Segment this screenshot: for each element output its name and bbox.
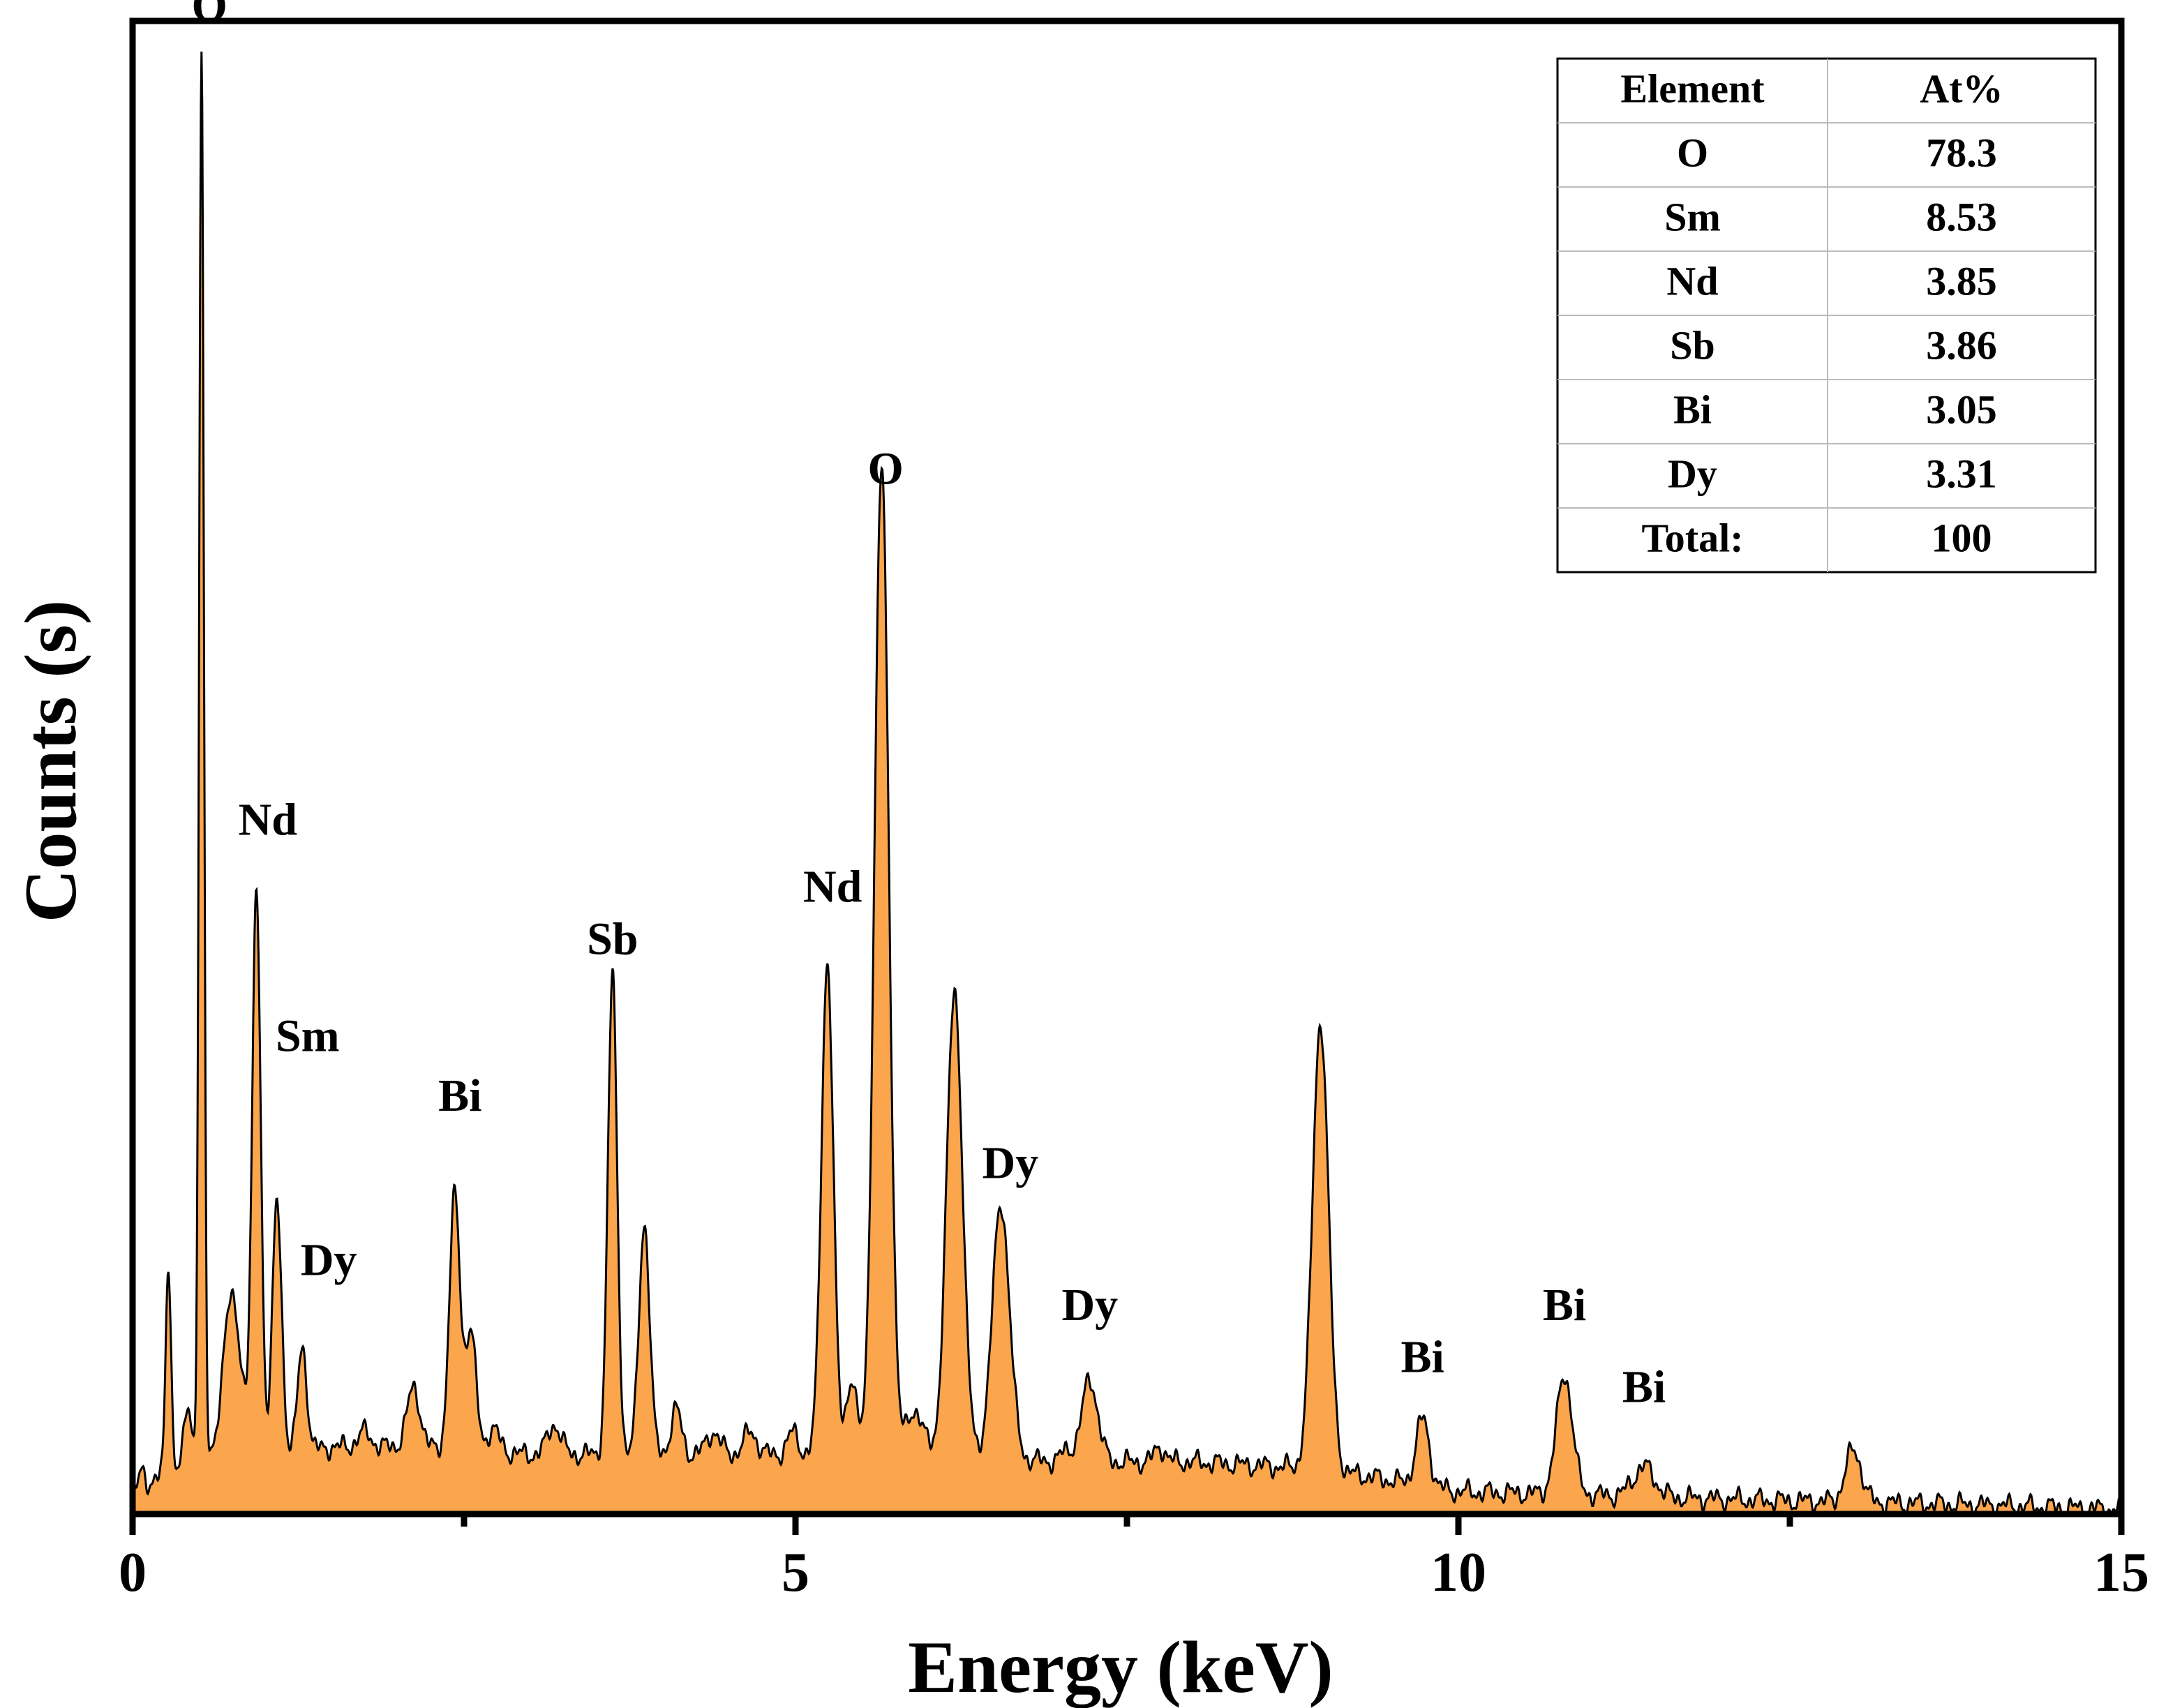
- table-cell-element: Nd: [1666, 259, 1718, 304]
- table-cell-element: O: [1677, 130, 1708, 176]
- x-tick-label: 5: [782, 1542, 809, 1603]
- peak-label: O: [868, 443, 904, 494]
- table-cell-value: 100: [1932, 516, 1992, 561]
- axis-layer: Energy (keV) Counts (s): [10, 600, 1334, 1708]
- spectrum-line: [131, 51, 2123, 1515]
- peak-label: Sb: [587, 914, 638, 965]
- table-cell-element: Bi: [1673, 387, 1712, 433]
- peak-label: Dy: [301, 1235, 357, 1286]
- table-cell-value: 8.53: [1926, 195, 1997, 240]
- table-cell-value: 3.05: [1926, 387, 1997, 433]
- peak-label: Bi: [1401, 1332, 1444, 1383]
- table-cell-value: 3.85: [1926, 259, 1997, 304]
- plot-frame-layer: 0 5 10 15: [119, 17, 2149, 1603]
- spectrum-layer: [131, 51, 2123, 1515]
- composition-table: Element At% O 78.3 Sm 8.53 Nd 3.85 Sb 3.86 Bi 3.05 D…: [1556, 57, 2097, 574]
- y-axis-title: Counts (s): [10, 600, 91, 922]
- table-cell-value: 3.31: [1926, 451, 1997, 497]
- peak-label: Sm: [276, 1011, 340, 1062]
- table-cell-value: 78.3: [1926, 130, 1997, 176]
- table-header-atpct: At%: [1920, 66, 2003, 112]
- x-axis-title: Energy (keV): [908, 1626, 1333, 1708]
- x-tick-label: 10: [1430, 1542, 1486, 1603]
- peak-label: Dy: [982, 1138, 1038, 1189]
- peak-label: Nd: [803, 862, 862, 913]
- peak-labels-layer: O Nd Sm Dy Bi Sb Nd O Dy Dy Bi Bi Bi: [192, 0, 1666, 1413]
- peak-label: Bi: [1622, 1362, 1666, 1413]
- table-header-element: Element: [1620, 66, 1765, 112]
- table-cell-element: Total:: [1641, 516, 1743, 561]
- peak-label: O: [192, 0, 227, 31]
- x-tick-label: 15: [2093, 1542, 2149, 1603]
- peak-label: Nd: [239, 794, 297, 845]
- peak-label: Bi: [438, 1070, 481, 1121]
- peak-label: Bi: [1543, 1280, 1586, 1331]
- table-cell-element: Sm: [1664, 195, 1721, 240]
- peak-label: Dy: [1061, 1280, 1118, 1331]
- table-cell-value: 3.86: [1926, 323, 1997, 368]
- x-tick-label: 0: [119, 1542, 147, 1603]
- table-cell-element: Dy: [1668, 451, 1717, 497]
- table-cell-element: Sb: [1670, 323, 1715, 368]
